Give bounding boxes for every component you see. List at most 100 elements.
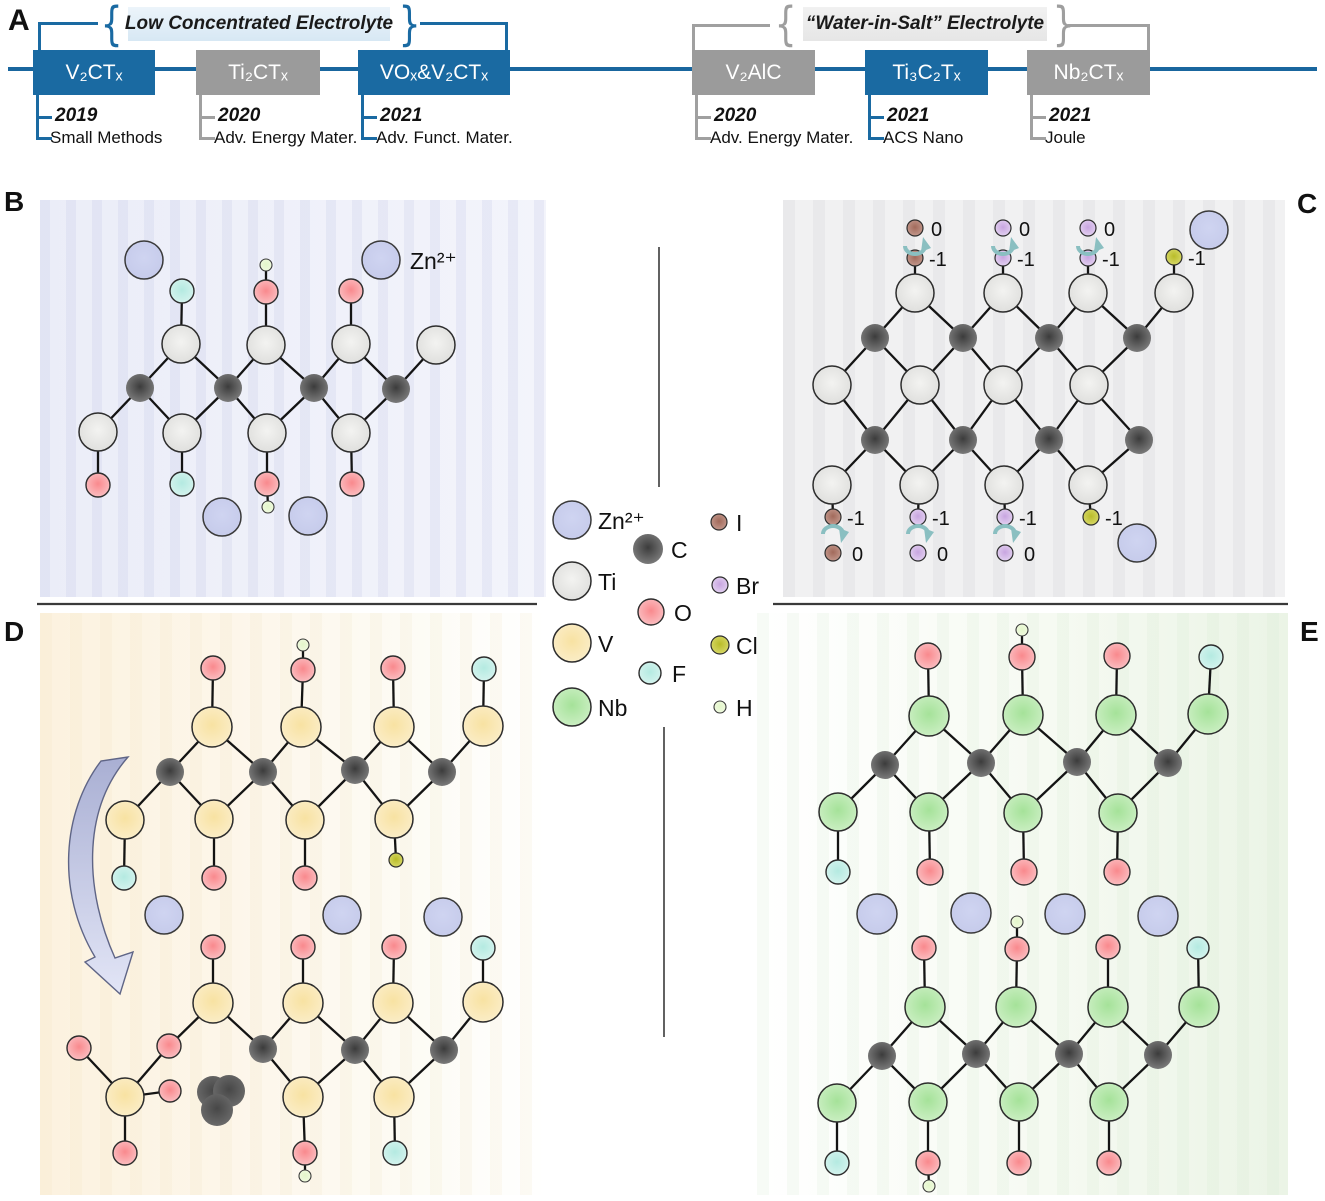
atom-C-icon <box>1055 1040 1083 1068</box>
structure-label: V <box>598 631 614 657</box>
atom-O-icon <box>637 598 665 626</box>
atom-F-icon <box>825 859 851 885</box>
atom-Ti-icon <box>161 324 201 364</box>
atom-C-icon <box>962 1040 990 1068</box>
atom-Ti-icon <box>416 325 456 365</box>
atom-Zn-icon <box>1117 523 1157 563</box>
timeline-connector <box>695 116 711 119</box>
panel-D-structure <box>66 638 504 1183</box>
panel-legend-structure: Zn²⁺ C Ti O V F Nb I Br Cl H <box>552 500 759 727</box>
exchange-arrowhead-icon <box>1009 237 1019 252</box>
timeline-axis <box>8 67 1317 71</box>
atom-V-icon <box>373 1076 415 1118</box>
atom-Ti-icon <box>984 465 1024 505</box>
atom-V-icon <box>374 799 414 839</box>
atom-O-icon <box>112 1140 138 1166</box>
atom-C-icon <box>861 426 889 454</box>
era-left-elbow <box>38 22 98 25</box>
atom-Zn-icon <box>124 240 164 280</box>
atom-C-icon <box>949 426 977 454</box>
atom-O-icon <box>254 471 280 497</box>
era-left-elbow <box>38 22 41 52</box>
atom-O-icon <box>1004 936 1030 962</box>
atom-Nb-icon <box>1095 694 1137 736</box>
atom-V-icon <box>280 706 322 748</box>
structure-label: O <box>674 600 692 626</box>
atom-Nb-icon <box>908 1082 948 1122</box>
atom-O-icon <box>1010 858 1038 886</box>
atom-V-icon <box>285 800 325 840</box>
structure-label: -1 <box>1017 249 1035 271</box>
exchange-arrowhead-icon <box>839 528 849 543</box>
atom-F-icon <box>824 1150 850 1176</box>
structure-label: -1 <box>847 508 865 530</box>
atom-Br-icon <box>1079 219 1097 237</box>
atom-O-icon <box>338 278 364 304</box>
structure-label: H <box>736 695 753 721</box>
atom-O-icon <box>381 934 407 960</box>
atom-Nb-icon <box>999 1082 1039 1122</box>
structure-label: I <box>736 510 742 536</box>
atom-Nb-icon <box>1098 793 1138 833</box>
atom-H-icon <box>1010 915 1024 929</box>
era-label-water-in-salt: “Water-in-Salt” Electrolyte <box>803 7 1047 41</box>
structure-label: 0 <box>1024 544 1035 566</box>
timeline-box-v2alc: V₂AlC <box>692 50 815 95</box>
atom-O-icon <box>200 655 226 681</box>
atom-Ti-icon <box>331 324 371 364</box>
atom-Zn-icon <box>423 897 463 937</box>
atom-Zn-icon <box>361 240 401 280</box>
era-left-elbow <box>420 22 506 25</box>
panel-label-c: C <box>1297 188 1318 219</box>
atom-H-icon <box>298 1169 312 1183</box>
panel-C-structure: 0 -1 0 -1 0 -1 -1 -1 0 -1 0 -1 0 -1 <box>812 210 1229 566</box>
atom-Ti-icon <box>1068 465 1108 505</box>
atom-O-icon <box>292 1140 318 1166</box>
atom-Nb-icon <box>1087 986 1129 1028</box>
atom-C-icon <box>1154 749 1182 777</box>
atom-V-icon <box>191 706 233 748</box>
timeline-journal: Adv. Funct. Mater. <box>376 128 513 147</box>
atom-Nb-icon <box>909 792 949 832</box>
panel-E-structure <box>817 623 1229 1193</box>
atom-O-icon <box>911 935 937 961</box>
atom-Nb-icon <box>818 792 858 832</box>
atom-V-icon <box>105 800 145 840</box>
atom-Nb-icon <box>1178 986 1220 1028</box>
structure-label: -1 <box>1188 248 1206 270</box>
timeline-connector <box>199 137 215 140</box>
atom-Zn-icon <box>1189 210 1229 250</box>
era-left-elbow <box>505 22 508 52</box>
atom-V-icon <box>282 982 324 1024</box>
atom-C-icon <box>861 324 889 352</box>
atom-F-icon <box>470 935 496 961</box>
atom-I-icon <box>710 513 728 531</box>
atom-F-icon <box>169 471 195 497</box>
timeline-journal: Adv. Energy Mater. <box>710 128 854 147</box>
exchange-arrowhead-icon <box>1094 237 1104 252</box>
timeline-box-nb2ctx: Nb₂CTₓ <box>1027 50 1150 95</box>
atom-Zn-icon <box>856 893 898 935</box>
atom-C-icon <box>1063 748 1091 776</box>
timeline-journal: Adv. Energy Mater. <box>214 128 358 147</box>
era-right-elbow <box>692 24 770 27</box>
atom-C-icon <box>382 375 410 403</box>
atom-I-icon <box>824 508 842 526</box>
atom-Cl-icon <box>388 852 404 868</box>
timeline-connector <box>199 116 215 119</box>
atom-Zn-icon <box>1044 893 1086 935</box>
atom-O-icon <box>201 865 227 891</box>
atom-Br-icon <box>909 508 927 526</box>
atom-O-icon <box>200 934 226 960</box>
timeline-connector <box>1030 116 1046 119</box>
atom-Ti-icon <box>1068 273 1108 313</box>
atom-H-icon <box>259 258 273 272</box>
atom-C-icon <box>967 749 995 777</box>
atom-H-icon <box>296 638 310 652</box>
structure-label: 0 <box>852 544 863 566</box>
atom-Nb-icon <box>817 1083 857 1123</box>
atom-F-icon <box>1198 644 1224 670</box>
atom-F-icon <box>638 661 662 685</box>
structure-label: Nb <box>598 695 627 721</box>
